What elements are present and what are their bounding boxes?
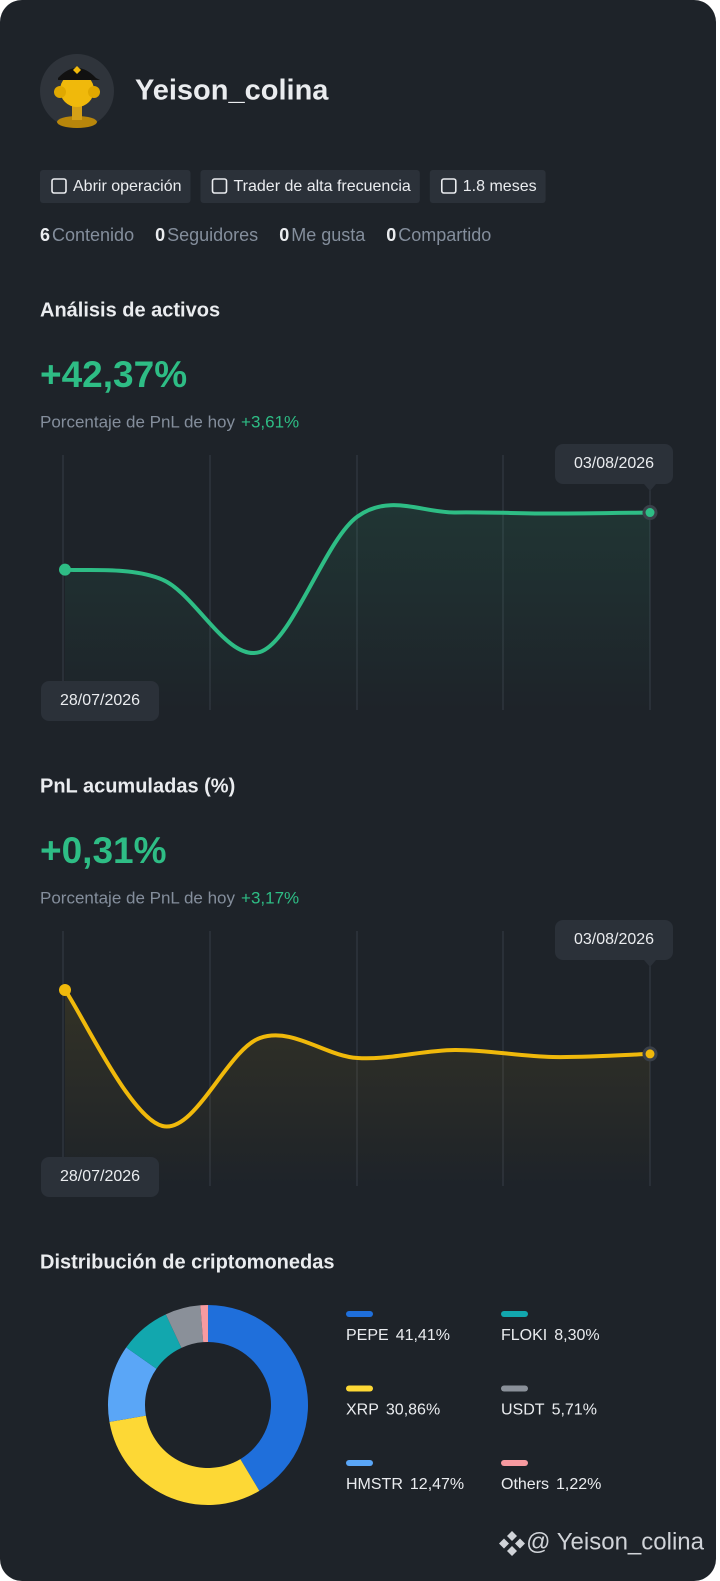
legend-value: 41,41% bbox=[396, 1327, 450, 1344]
donut-segment bbox=[208, 1305, 309, 1491]
subtitle-value: +3,17% bbox=[241, 888, 299, 907]
legend-name: Others bbox=[501, 1476, 549, 1493]
legend-value: 8,30% bbox=[554, 1327, 599, 1344]
donut-segment bbox=[108, 1347, 157, 1422]
stat-value: 0 bbox=[155, 225, 165, 245]
section-title: PnL acumuladas (%) bbox=[40, 775, 235, 797]
tooltip-pointer bbox=[644, 960, 656, 967]
tooltip-pointer bbox=[644, 484, 656, 491]
stat-value: 0 bbox=[386, 225, 396, 245]
end-date: 03/08/2026 bbox=[574, 455, 654, 472]
tag-icon bbox=[51, 178, 67, 194]
tag-icon bbox=[211, 178, 228, 194]
legend-swatch bbox=[501, 1460, 528, 1466]
stat-label: Contenido bbox=[52, 225, 134, 245]
line-area bbox=[65, 505, 650, 710]
tag-label: 1.8 meses bbox=[463, 178, 537, 195]
stat-label: Seguidores bbox=[167, 225, 258, 245]
legend-value: 1,22% bbox=[556, 1476, 601, 1493]
donut-segment bbox=[165, 1305, 204, 1348]
tag bbox=[200, 170, 420, 203]
legend-value: 5,71% bbox=[552, 1402, 597, 1419]
legend-swatch bbox=[346, 1311, 373, 1317]
section-title: Distribución de criptomonedas bbox=[40, 1251, 334, 1273]
legend-swatch bbox=[346, 1460, 373, 1466]
legend-swatch bbox=[501, 1311, 528, 1317]
date-tooltip bbox=[41, 681, 159, 721]
tag bbox=[429, 170, 546, 203]
stat-label: Compartido bbox=[398, 225, 491, 245]
avatar bbox=[40, 54, 114, 128]
stat-label: Me gusta bbox=[291, 225, 366, 245]
legend-swatch bbox=[501, 1385, 528, 1392]
watermark-logo bbox=[499, 1531, 525, 1556]
date-tooltip bbox=[555, 920, 673, 960]
line bbox=[63, 503, 652, 656]
date-tooltip bbox=[41, 1157, 159, 1197]
donut-segment bbox=[200, 1304, 208, 1343]
subtitle: Porcentaje de PnL de hoy bbox=[40, 888, 236, 907]
end-point bbox=[642, 505, 658, 521]
start-point bbox=[59, 984, 71, 996]
headline-value: +42,37% bbox=[40, 354, 187, 395]
stat-value: 0 bbox=[279, 225, 289, 245]
legend-name: USDT bbox=[501, 1402, 545, 1419]
legend-name: PEPE bbox=[346, 1327, 389, 1344]
date-tooltip bbox=[555, 444, 673, 484]
subtitle-value: +3,61% bbox=[241, 412, 299, 431]
tag-icon bbox=[440, 178, 457, 194]
headline-value: +0,31% bbox=[40, 830, 167, 871]
start-date: 28/07/2026 bbox=[60, 692, 140, 709]
subtitle: Porcentaje de PnL de hoy bbox=[40, 412, 236, 431]
legend-swatch bbox=[346, 1385, 373, 1392]
start-point bbox=[59, 563, 71, 576]
start-date: 28/07/2026 bbox=[60, 1168, 140, 1185]
stat-value: 6 bbox=[40, 225, 50, 245]
tag-label: Trader de alta frecuencia bbox=[234, 178, 411, 195]
legend-name: XRP bbox=[346, 1402, 379, 1419]
user-name: Yeison_colina bbox=[135, 75, 329, 107]
tag-label: Abrir operación bbox=[73, 178, 182, 195]
donut-segment bbox=[126, 1314, 182, 1369]
section-title: Análisis de activos bbox=[40, 299, 220, 321]
legend-name: HMSTR bbox=[346, 1476, 403, 1493]
watermark: @ Yeison_colina bbox=[526, 1528, 704, 1555]
end-point bbox=[642, 1046, 658, 1062]
line-area bbox=[65, 990, 650, 1186]
donut-segment bbox=[109, 1415, 260, 1506]
tag bbox=[40, 170, 191, 203]
line bbox=[63, 988, 652, 1129]
end-date: 03/08/2026 bbox=[574, 931, 654, 948]
legend-value: 30,86% bbox=[386, 1402, 440, 1419]
legend-value: 12,47% bbox=[410, 1476, 464, 1493]
legend-name: FLOKI bbox=[501, 1327, 547, 1344]
